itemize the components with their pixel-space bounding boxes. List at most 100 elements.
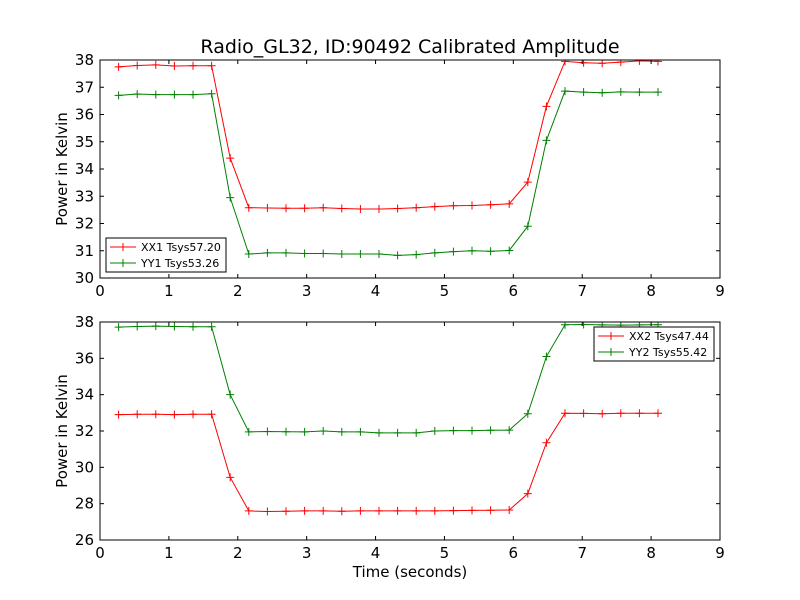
x-tick-label-0-4: 4 <box>371 282 381 300</box>
x-tick-label-0-6: 6 <box>509 282 519 300</box>
data-point-0-1-0 <box>114 91 123 100</box>
series-0-0 <box>114 60 662 214</box>
y-tick-label-0-5: 35 <box>75 133 94 151</box>
data-point-1-1-11 <box>319 427 328 435</box>
data-point-1-0-16 <box>412 506 421 515</box>
data-point-1-0-3 <box>170 410 179 419</box>
data-point-1-0-8 <box>263 507 272 516</box>
data-point-1-0-21 <box>505 506 514 515</box>
data-point-1-0-13 <box>356 506 365 515</box>
y-tick-label-1-2: 30 <box>75 458 94 476</box>
data-point-0-0-19 <box>468 201 476 210</box>
data-point-1-0-4 <box>189 410 197 419</box>
data-point-0-0-10 <box>300 204 309 213</box>
data-point-1-0-15 <box>393 506 402 515</box>
legend-marker-1-0 <box>607 332 615 340</box>
y-tick-label-0-0: 30 <box>75 269 94 287</box>
y-tick-label-0-3: 33 <box>75 187 94 205</box>
data-point-1-1-12 <box>337 427 346 436</box>
data-point-0-0-6 <box>226 154 235 163</box>
data-point-0-0-12 <box>337 204 346 213</box>
data-point-0-1-28 <box>635 88 644 97</box>
x-tick-label-1-7: 7 <box>577 544 587 562</box>
x-tick-label-0-2: 2 <box>233 282 243 300</box>
x-tick-label-1-0: 0 <box>95 544 105 562</box>
y-tick-label-0-4: 34 <box>75 160 94 178</box>
data-point-0-0-14 <box>375 205 383 214</box>
data-point-1-1-18 <box>449 426 458 435</box>
y-tick-label-1-4: 34 <box>75 386 94 404</box>
y-tick-label-1-5: 36 <box>75 349 94 367</box>
x-tick-label-1-1: 1 <box>164 544 174 562</box>
data-point-0-1-12 <box>337 250 346 259</box>
data-point-1-1-7 <box>244 427 253 436</box>
x-tick-label-0-5: 5 <box>440 282 450 300</box>
data-point-1-1-5 <box>207 322 216 331</box>
x-tick-label-0-8: 8 <box>646 282 656 300</box>
data-point-0-0-7 <box>244 203 253 212</box>
data-point-1-1-21 <box>505 426 514 435</box>
data-point-0-0-1 <box>133 61 142 70</box>
data-point-0-0-17 <box>430 202 439 211</box>
data-point-0-1-26 <box>598 88 607 97</box>
y-axis-label-0: Power in Kelvin <box>53 112 71 226</box>
data-point-0-1-14 <box>375 250 383 259</box>
data-point-0-0-15 <box>393 204 402 213</box>
data-point-0-0-5 <box>207 61 216 70</box>
x-tick-label-0-9: 9 <box>715 282 725 300</box>
data-point-0-1-22 <box>523 222 532 231</box>
data-point-1-1-8 <box>263 427 272 436</box>
data-point-0-1-23 <box>542 136 551 145</box>
data-point-0-0-21 <box>505 199 514 208</box>
data-point-0-1-8 <box>263 248 272 257</box>
legend-label-0-1: YY1 Tsys53.26 <box>140 257 219 270</box>
data-point-1-1-17 <box>430 427 439 435</box>
chart-title: Radio_GL32, ID:90492 Calibrated Amplitud… <box>200 36 619 58</box>
data-point-1-0-0 <box>114 410 123 419</box>
y-tick-label-1-6: 38 <box>75 313 94 331</box>
data-point-0-0-2 <box>151 60 160 69</box>
data-point-1-0-25 <box>579 409 588 418</box>
data-point-0-0-26 <box>598 60 607 68</box>
legend-0: XX1 Tsys57.20 YY1 Tsys53.26 <box>105 237 227 273</box>
y-tick-label-1-1: 28 <box>75 495 94 513</box>
data-point-1-0-6 <box>226 473 235 482</box>
data-point-1-0-11 <box>319 506 328 515</box>
data-point-0-1-7 <box>244 250 253 259</box>
x-tick-label-1-8: 8 <box>646 544 656 562</box>
y-tick-label-0-8: 38 <box>75 51 94 69</box>
legend-marker-0-1 <box>119 259 127 267</box>
data-point-0-1-20 <box>486 247 495 256</box>
data-point-1-0-5 <box>207 410 216 419</box>
data-point-1-1-10 <box>300 427 309 436</box>
data-point-0-1-27 <box>616 87 625 96</box>
data-point-0-1-15 <box>393 251 402 260</box>
x-tick-label-0-3: 3 <box>302 282 312 300</box>
data-point-0-0-28 <box>635 60 644 65</box>
data-point-0-0-23 <box>542 102 551 111</box>
data-point-0-0-8 <box>263 203 272 212</box>
data-point-1-1-1 <box>133 322 142 331</box>
data-point-0-1-24 <box>561 87 569 96</box>
data-point-0-1-4 <box>189 90 197 99</box>
data-point-1-0-2 <box>151 410 160 419</box>
y-tick-label-0-1: 31 <box>75 242 94 260</box>
data-point-0-0-0 <box>114 62 123 71</box>
y-tick-label-1-0: 26 <box>75 531 94 549</box>
data-point-0-1-11 <box>319 249 328 258</box>
data-point-0-1-16 <box>412 250 421 259</box>
data-point-1-1-20 <box>486 426 495 435</box>
x-axis-label-1: Time (seconds) <box>352 563 468 581</box>
data-point-0-1-13 <box>356 250 365 259</box>
data-point-0-1-3 <box>170 90 179 99</box>
data-point-0-0-9 <box>282 204 290 213</box>
data-point-0-1-19 <box>468 246 476 255</box>
series-1-0 <box>114 409 662 516</box>
data-point-0-0-13 <box>356 205 365 214</box>
data-point-0-0-29 <box>654 60 662 66</box>
data-point-1-0-23 <box>542 438 551 447</box>
data-point-0-1-10 <box>300 249 309 258</box>
